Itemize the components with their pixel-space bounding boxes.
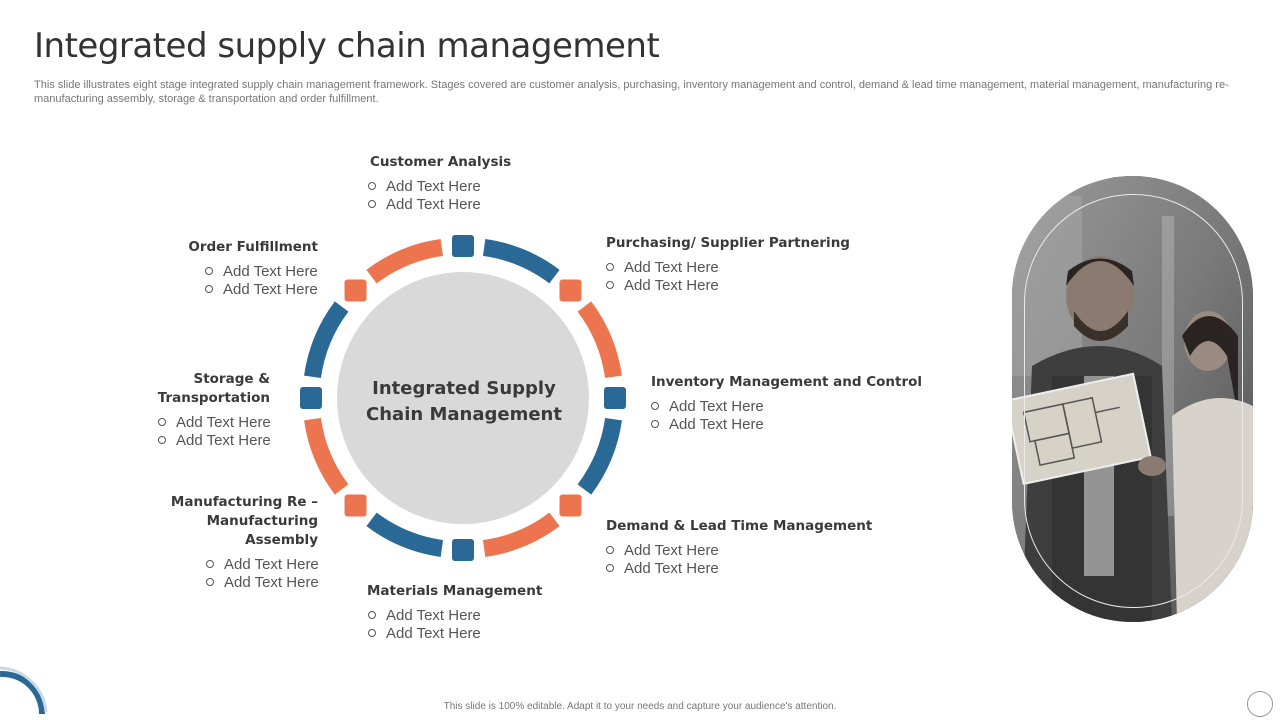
arc-purchasing-to-inventory [577, 301, 622, 379]
stage-inventory-management: Inventory Management and Control Add Tex… [651, 373, 922, 434]
bullet-icon [606, 564, 614, 573]
stage-title: Manufacturing Re – Manufacturing Assembl… [138, 493, 318, 550]
stage-bullet: Add Text Here [651, 416, 922, 434]
node-manufacturing [341, 491, 370, 520]
page-subtitle: This slide illustrates eight stage integ… [34, 79, 1229, 105]
stage-title: Purchasing/ Supplier Partnering [606, 235, 850, 251]
stage-title: Customer Analysis [370, 154, 512, 170]
node-square [344, 494, 367, 517]
stage-title: Storage & Transportation [157, 371, 270, 406]
bullet-icon [651, 402, 659, 411]
stage-bullet: Add Text Here [606, 542, 872, 560]
corner-arc-decoration [0, 670, 46, 715]
stage-bullet: Add Text Here [205, 263, 318, 281]
node-storage [297, 384, 325, 412]
stage-bullet: Add Text Here [206, 556, 319, 574]
arc-customer-to-purchasing [482, 239, 560, 284]
stage-bullet: Add Text Here [368, 178, 511, 196]
node-demand [556, 491, 585, 520]
stage-title: Materials Management [367, 583, 543, 599]
bullet-icon [368, 629, 376, 638]
bullet-icon [206, 578, 214, 587]
stage-storage-transportation: Storage & Transportation Add Text Here A… [98, 370, 271, 450]
stage-title: Inventory Management and Control [651, 374, 923, 390]
stage-order-fulfillment: Order Fulfillment Add Text Here Add Text… [188, 238, 318, 299]
bullet-icon [205, 285, 213, 294]
bullet-icon [206, 560, 214, 569]
arc-manufacturing-to-storage [304, 417, 349, 495]
stage-title: Order Fulfillment [188, 239, 318, 255]
stage-bullet: Add Text Here [651, 398, 922, 416]
stage-bullet: Add Text Here [606, 259, 850, 277]
photo-outline-frame [1024, 194, 1243, 608]
bullet-icon [158, 436, 166, 445]
node-purchasing [556, 276, 585, 305]
bullet-icon [606, 546, 614, 555]
footer-note: This slide is 100% editable. Adapt it to… [443, 701, 837, 712]
arc-demand-to-materials [482, 512, 560, 557]
stage-customer-analysis: Customer Analysis Add Text Here Add Text… [368, 153, 512, 214]
page-title: Integrated supply chain management [34, 26, 660, 66]
center-label-line2: Chain Management [366, 404, 562, 425]
arc-order-to-customer [366, 239, 444, 284]
stage-bullet: Add Text Here [206, 574, 319, 592]
arc-storage-to-order [304, 301, 349, 379]
center-label: Integrated Supply Chain Management [340, 376, 588, 428]
stage-manufacturing-assembly: Manufacturing Re – Manufacturing Assembl… [138, 493, 319, 592]
stage-bullet: Add Text Here [606, 277, 850, 295]
stage-bullet: Add Text Here [368, 196, 511, 214]
bullet-icon [368, 611, 376, 620]
stage-title-line2: Manufacturing Assembly [206, 513, 318, 548]
stage-materials-management: Materials Management Add Text Here Add T… [367, 582, 542, 643]
node-inventory [601, 384, 629, 412]
arc-materials-to-manufacturing [366, 512, 444, 557]
stage-title: Demand & Lead Time Management [606, 518, 873, 534]
bullet-icon [158, 418, 166, 427]
node-square [452, 235, 474, 257]
node-square [452, 539, 474, 561]
stage-bullet: Add Text Here [158, 414, 271, 432]
stage-bullet: Add Text Here [606, 560, 872, 578]
node-order-fulfillment [341, 276, 370, 305]
node-customer-analysis [449, 232, 477, 260]
stage-bullet: Add Text Here [368, 607, 542, 625]
stage-bullet: Add Text Here [158, 432, 271, 450]
arc-inventory-to-demand [577, 417, 622, 495]
node-square [559, 279, 582, 302]
stage-demand-lead-time: Demand & Lead Time Management Add Text H… [606, 517, 872, 578]
stage-bullet: Add Text Here [205, 281, 318, 299]
bullet-icon [205, 267, 213, 276]
node-materials [449, 536, 477, 564]
corner-arc-decoration-light [0, 666, 48, 713]
center-label-line1: Integrated Supply [372, 378, 556, 399]
bullet-icon [606, 281, 614, 290]
node-square [344, 279, 367, 302]
stage-purchasing: Purchasing/ Supplier Partnering Add Text… [606, 234, 850, 295]
stage-bullet: Add Text Here [368, 625, 542, 643]
bullet-icon [606, 263, 614, 272]
bullet-icon [651, 420, 659, 429]
center-circle [337, 272, 589, 524]
corner-circle-decoration [1247, 691, 1273, 717]
node-square [300, 387, 322, 409]
stage-title-line1: Manufacturing Re – [170, 494, 318, 510]
node-square [559, 494, 582, 517]
bullet-icon [368, 182, 376, 191]
bullet-icon [368, 200, 376, 209]
node-square [604, 387, 626, 409]
